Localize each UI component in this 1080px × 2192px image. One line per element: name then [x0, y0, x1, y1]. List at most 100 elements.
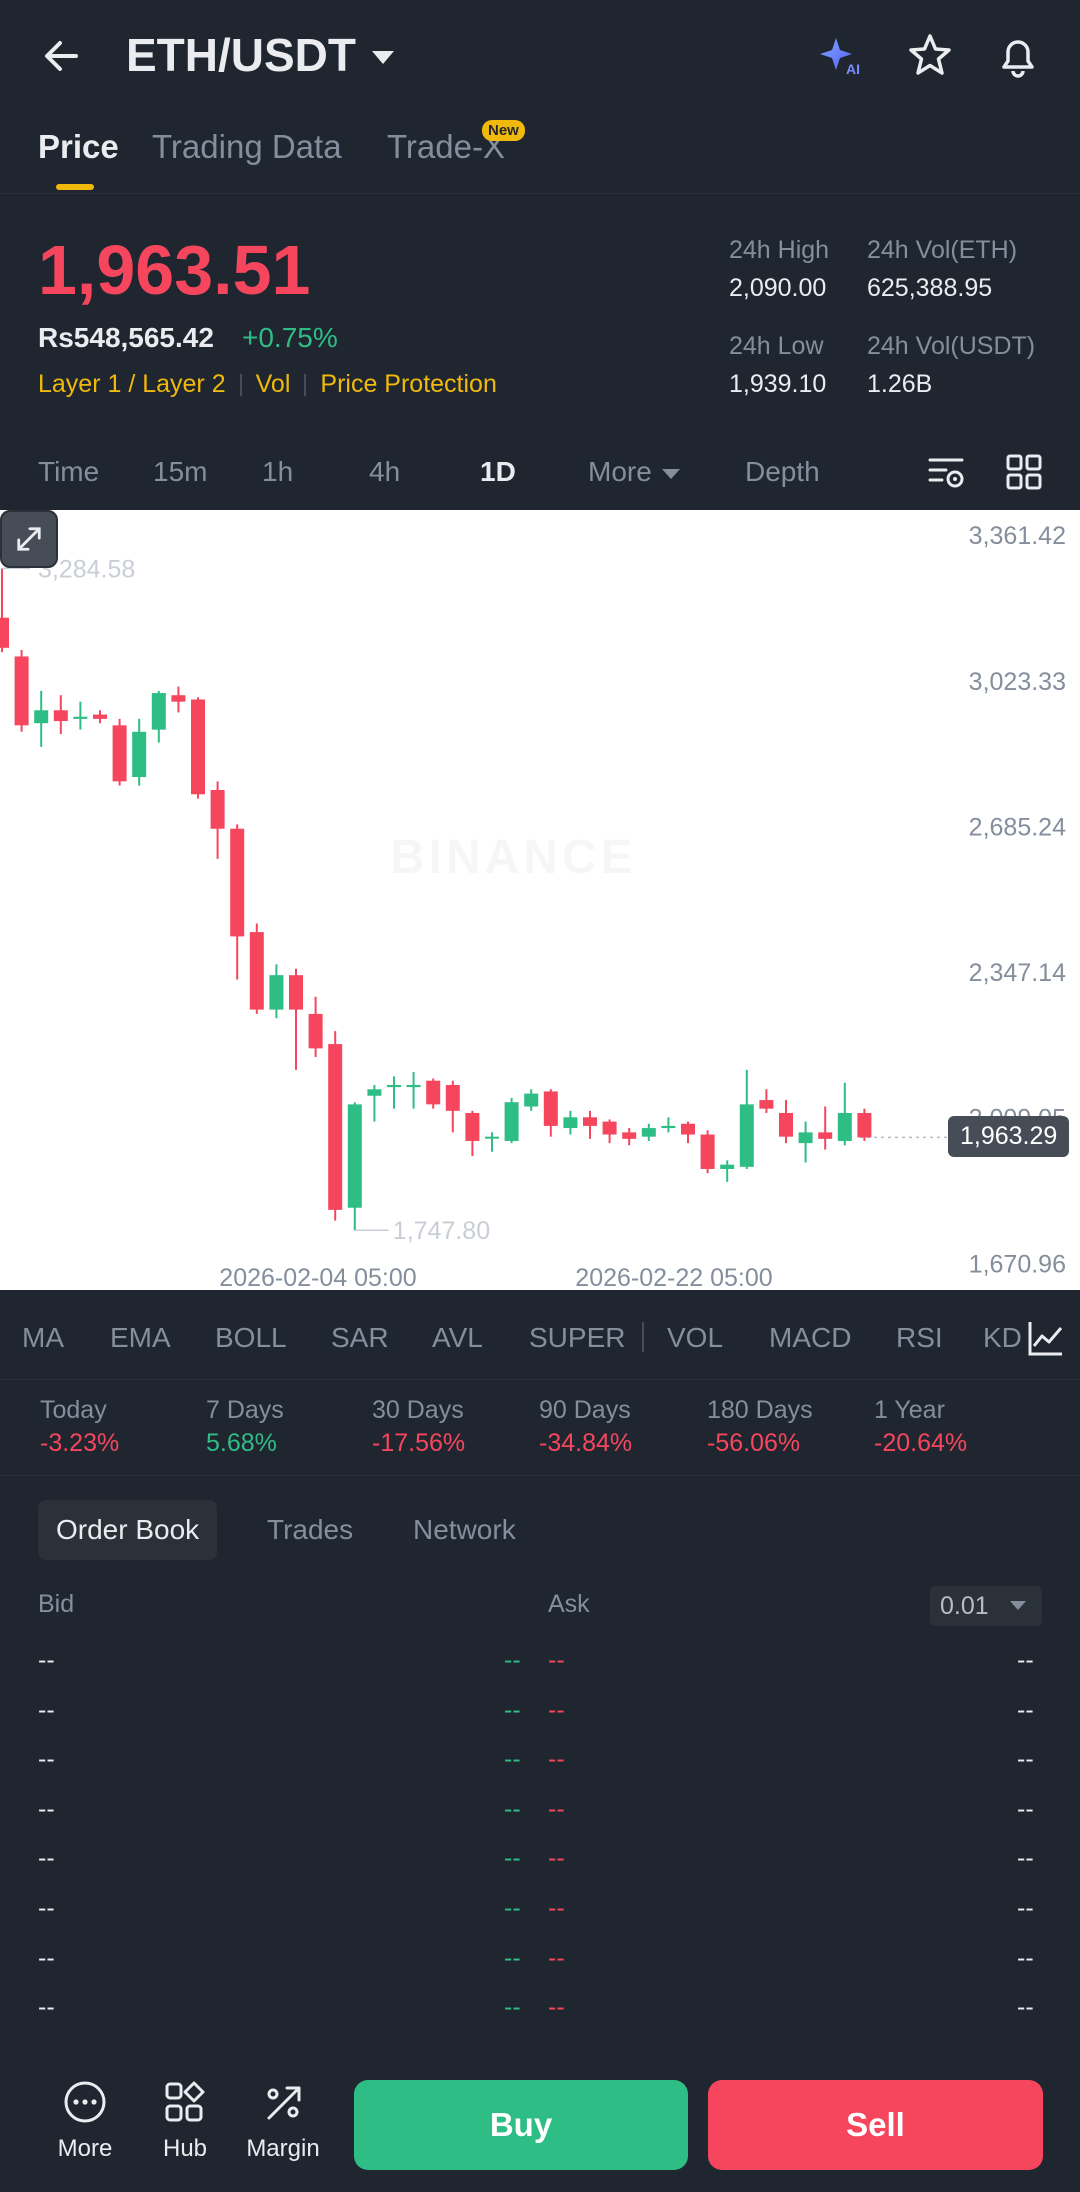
tab-order-book[interactable]: Order Book — [38, 1500, 218, 1560]
ask-price: -- — [548, 1695, 565, 1724]
tab-network[interactable]: Network — [413, 1514, 516, 1545]
buy-button[interactable]: Buy — [354, 2080, 688, 2170]
ask-label: Ask — [548, 1590, 590, 1618]
ask-amount: -- — [1017, 1745, 1034, 1774]
ask-amount: -- — [1017, 1893, 1034, 1922]
bid-price: -- — [38, 1993, 55, 2022]
candle-body — [445, 1084, 460, 1111]
indicator-rsi[interactable]: RSI — [896, 1322, 943, 1353]
bid-amount: -- — [504, 1695, 521, 1724]
bid-price: -- — [38, 1745, 55, 1774]
timeframe-more[interactable]: More — [588, 456, 680, 488]
x-tick-label: 2026-02-04 05:00 — [219, 1264, 416, 1290]
indicator-kd[interactable]: KD — [983, 1322, 1022, 1353]
timeframe-1d[interactable]: 1D — [480, 456, 516, 487]
indicator-super[interactable]: SUPER — [529, 1322, 626, 1353]
tag-divider — [304, 373, 307, 396]
indicator-sar[interactable]: SAR — [331, 1322, 389, 1353]
candle-body — [759, 1100, 774, 1109]
price-inr: Rs548,565.42 — [38, 322, 214, 353]
margin-label: Margin — [246, 2135, 320, 2162]
tag-vol[interactable]: Vol — [255, 370, 291, 398]
timeframe-time[interactable]: Time — [38, 456, 100, 487]
bell-icon[interactable] — [992, 30, 1044, 82]
chart-settings-icon[interactable] — [926, 452, 966, 492]
sell-button[interactable]: Sell — [708, 2080, 1043, 2170]
ask-amount: -- — [1017, 1943, 1034, 1972]
tab-trades[interactable]: Trades — [267, 1514, 354, 1545]
candle-body — [798, 1132, 813, 1144]
indicator-macd[interactable]: MACD — [769, 1322, 852, 1353]
grid-layout-icon[interactable] — [1004, 452, 1044, 492]
timeframe-depth[interactable]: Depth — [745, 456, 820, 487]
bid-amount: -- — [504, 1893, 521, 1922]
perf-30-days: 30 Days -17.56% — [372, 1396, 465, 1458]
performance-row: Today -3.23% 7 Days 5.68% 30 Days -17.56… — [0, 1380, 1080, 1476]
last-price: 1,963.51 — [38, 231, 311, 309]
margin-icon — [267, 2086, 301, 2120]
indicator-divider — [642, 1322, 644, 1352]
tab-price[interactable]: Price — [38, 128, 119, 165]
margin-button[interactable]: Margin — [238, 2080, 328, 2163]
perf-value: -3.23% — [40, 1429, 120, 1457]
candle-body — [700, 1134, 715, 1169]
24h-vol-usdt-value: 1.26B — [867, 370, 933, 398]
candle-body — [93, 714, 107, 719]
bid-price: -- — [38, 1893, 55, 1922]
perf-7-days: 7 Days 5.68% — [206, 1396, 284, 1458]
candle-body — [112, 725, 127, 782]
candle-body — [779, 1112, 793, 1137]
timeframe-15m[interactable]: 15m — [153, 456, 208, 487]
indicator-chart-icon[interactable] — [1024, 1316, 1068, 1360]
expand-icon[interactable] — [0, 510, 58, 568]
chevron-down-icon — [661, 468, 680, 479]
order-book-row: -- -- -- -- — [0, 1735, 1080, 1785]
bid-amount: -- — [504, 1646, 521, 1674]
star-icon[interactable] — [904, 30, 956, 82]
pair-selector[interactable]: ETH/USDT — [126, 28, 394, 82]
bid-price: -- — [38, 1844, 55, 1873]
candle-body — [602, 1121, 617, 1135]
perf-today: Today -3.23% — [40, 1396, 119, 1458]
perf-label: 90 Days — [539, 1396, 631, 1424]
perf-value: -56.06% — [707, 1429, 801, 1457]
more-button[interactable]: More — [40, 2080, 130, 2163]
tag-list: Layer 1 / Layer 2 Vol Price Protection — [38, 370, 497, 399]
candle-body — [289, 975, 303, 1010]
ask-amount: -- — [1017, 1844, 1034, 1873]
candle-body — [151, 693, 166, 730]
tag-layer[interactable]: Layer 1 / Layer 2 — [38, 370, 226, 398]
candle-body — [347, 1104, 362, 1208]
min-price-label: 1,747.80 — [393, 1217, 490, 1245]
bid-amount: -- — [504, 1745, 521, 1774]
24h-high-value: 2,090.00 — [729, 274, 827, 302]
perf-label: 30 Days — [372, 1396, 464, 1424]
indicator-avl[interactable]: AVL — [432, 1322, 483, 1353]
perf-1-year: 1 Year -20.64% — [874, 1396, 967, 1458]
indicator-boll[interactable]: BOLL — [215, 1322, 287, 1353]
tab-trading-data[interactable]: Trading Data — [152, 128, 342, 165]
indicator-ema[interactable]: EMA — [110, 1322, 171, 1353]
hub-label: Hub — [162, 2135, 208, 2162]
24h-low-label: 24h Low — [729, 332, 824, 360]
back-arrow-icon[interactable] — [36, 30, 88, 82]
perf-label: 180 Days — [707, 1396, 813, 1424]
tag-price-protection[interactable]: Price Protection — [320, 370, 497, 398]
candle-body — [857, 1112, 872, 1138]
chart-canvas: 3,361.423,023.332,685.242,347.142,009.05… — [0, 522, 1066, 1290]
timeframe-1h[interactable]: 1h — [262, 456, 294, 487]
24h-low-value: 1,939.10 — [729, 370, 827, 398]
timeframe-4h[interactable]: 4h — [369, 456, 401, 487]
hub-button[interactable]: Hub — [140, 2080, 230, 2163]
indicator-vol[interactable]: VOL — [667, 1322, 724, 1353]
ai-sparkle-icon[interactable]: AI — [818, 30, 870, 82]
candle-body — [465, 1112, 480, 1141]
bid-price: -- — [38, 1943, 55, 1972]
candle-body — [485, 1136, 499, 1139]
indicator-ma[interactable]: MA — [22, 1322, 64, 1353]
candle-body — [53, 710, 68, 722]
price-step-select[interactable]: 0.01 — [930, 1586, 1042, 1626]
y-tick-label: 3,023.33 — [969, 668, 1066, 696]
candlestick-chart[interactable]: BINANCE 3,361.423,023.332,685.242,347.14… — [0, 510, 1080, 1290]
perf-90-days: 90 Days -34.84% — [539, 1396, 632, 1458]
